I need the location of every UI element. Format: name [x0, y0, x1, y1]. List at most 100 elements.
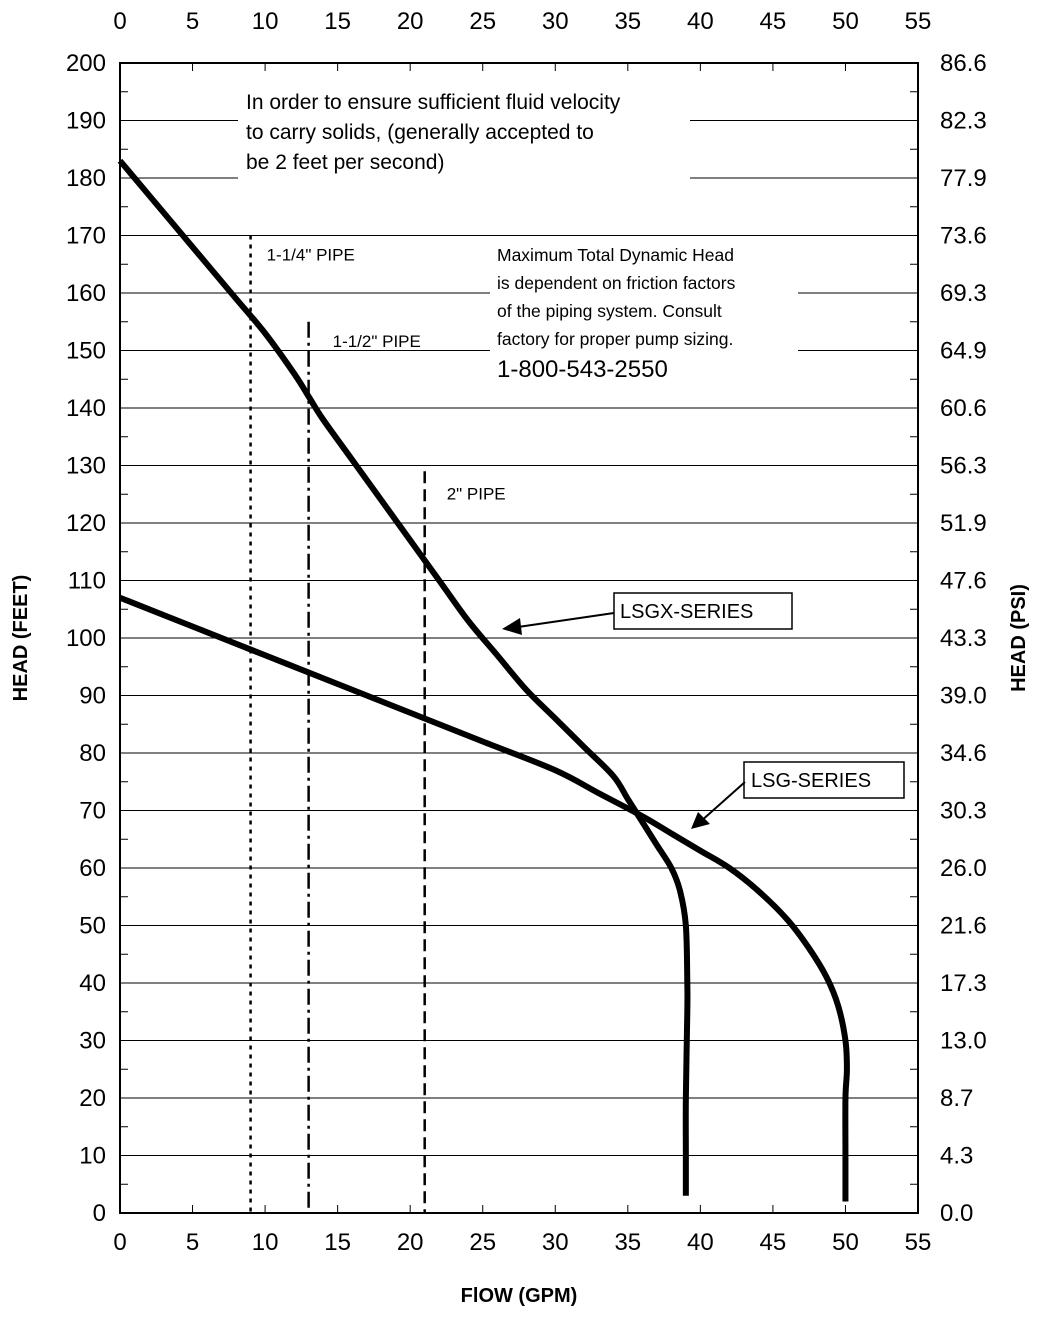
y2-tick-label: 17.3 — [940, 970, 987, 997]
y-tick-label: 50 — [79, 913, 106, 940]
x-tick-label-top: 50 — [832, 8, 859, 35]
y-tick-label: 110 — [68, 568, 106, 595]
y2-tick-label: 8.7 — [940, 1085, 973, 1112]
lsgx-series-arrow — [517, 612, 615, 628]
x-tick-label-top: 35 — [614, 8, 641, 35]
x-tick-label-bottom: 50 — [832, 1229, 859, 1256]
tdh-note-line-2: is dependent on friction factors — [497, 273, 736, 293]
phone-number: 1-800-543-2550 — [497, 356, 668, 383]
velocity-note-line-2: to carry solids, (generally accepted to — [246, 121, 594, 144]
y-tick-label: 90 — [79, 683, 106, 710]
y-tick-label: 20 — [79, 1085, 106, 1112]
lsg-series-arrow — [699, 781, 746, 823]
y2-tick-label: 86.6 — [940, 50, 987, 77]
tdh-note: Maximum Total Dynamic Head is dependent … — [497, 245, 740, 349]
y-tick-label: 170 — [66, 223, 106, 250]
y2-tick-label: 13.0 — [940, 1028, 987, 1055]
lsgx-series-label: LSGX-SERIES — [620, 601, 753, 623]
y-tick-label: 150 — [66, 338, 106, 365]
x-tick-label-bottom: 0 — [113, 1229, 126, 1256]
x-tick-label-bottom: 5 — [186, 1229, 199, 1256]
x-tick-label-bottom: 10 — [252, 1229, 279, 1256]
y-tick-label: 190 — [66, 108, 106, 135]
x-tick-label-bottom: 45 — [760, 1229, 787, 1256]
y2-tick-label: 30.3 — [940, 798, 987, 825]
x-tick-label-bottom: 55 — [905, 1229, 932, 1256]
series-line-1 — [118, 594, 850, 1202]
y-tick-label: 100 — [66, 625, 106, 652]
y2-tick-label: 0.0 — [940, 1200, 973, 1227]
x-tick-label-bottom: 20 — [397, 1229, 424, 1256]
x-tick-label-bottom: 15 — [324, 1229, 351, 1256]
y2-tick-label: 60.6 — [940, 395, 987, 422]
x-tick-label-top: 40 — [687, 8, 714, 35]
y-tick-label: 160 — [66, 280, 106, 307]
tick-labels: 0055101015152020252530303535404045455050… — [66, 8, 987, 1256]
lsg-series-label-box — [743, 761, 905, 799]
y-tick-label: 40 — [79, 970, 106, 997]
y2-tick-label: 43.3 — [940, 625, 987, 652]
series-line-0 — [117, 158, 691, 1196]
plot-area-frame — [119, 62, 919, 1214]
y-tick-label: 10 — [79, 1143, 106, 1170]
x-tick-label-top: 25 — [469, 8, 496, 35]
velocity-note-line-1: In order to ensure sufficient fluid velo… — [246, 91, 621, 114]
pump-curves — [117, 158, 850, 1202]
x-tick-label-top: 45 — [760, 8, 787, 35]
lsgx-series-arrowhead — [502, 618, 522, 635]
velocity-note-background — [238, 86, 690, 186]
x-tick-label-bottom: 30 — [542, 1229, 569, 1256]
y2-tick-label: 47.6 — [940, 568, 987, 595]
y2-tick-label: 69.3 — [940, 280, 987, 307]
pipe-lines: 1-1/4" PIPE 1-1/2" PIPE 2" PIPE — [249, 235, 506, 1213]
y2-tick-label: 4.3 — [940, 1143, 973, 1170]
x-tick-label-top: 20 — [397, 8, 424, 35]
x-tick-label-top: 15 — [324, 8, 351, 35]
y-tick-label: 140 — [66, 395, 106, 422]
x-tick-label-top: 30 — [542, 8, 569, 35]
y2-tick-label: 21.6 — [940, 913, 987, 940]
pipe-label-2: 2" PIPE — [447, 484, 506, 503]
lsg-series-arrowhead — [691, 812, 710, 829]
velocity-note: In order to ensure sufficient fluid velo… — [246, 91, 626, 174]
y-tick-label: 180 — [66, 165, 106, 192]
velocity-note-line-3: be 2 feet per second) — [246, 151, 444, 174]
y-tick-label: 80 — [79, 740, 106, 767]
x-tick-label-top: 55 — [905, 8, 932, 35]
x-tick-label-bottom: 25 — [469, 1229, 496, 1256]
lsgx-series-label-box — [613, 592, 793, 630]
pipe-label-0: 1-1/4" PIPE — [267, 246, 355, 265]
y-tick-label: 200 — [66, 50, 106, 77]
grid-lines — [120, 62, 918, 1214]
tdh-note-background — [490, 240, 798, 386]
y2-tick-label: 73.6 — [940, 223, 987, 250]
tdh-note-line-4: factory for proper pump sizing. — [497, 329, 733, 349]
series-callouts: LSGX-SERIES LSG-SERIES — [502, 592, 905, 829]
y-tick-label: 0 — [93, 1200, 106, 1227]
y2-tick-label: 77.9 — [940, 165, 987, 192]
y-tick-label: 130 — [66, 453, 106, 480]
y2-axis-title: HEAD (PSI) — [1008, 584, 1030, 692]
x-tick-label-top: 0 — [113, 8, 126, 35]
x-axis-title: FlOW (GPM) — [461, 1285, 578, 1307]
lsg-series-label: LSG-SERIES — [751, 770, 871, 792]
y2-tick-label: 26.0 — [940, 855, 987, 882]
y-axis-title: HEAD (FEET) — [10, 575, 32, 702]
pipe-label-1: 1-1/2" PIPE — [333, 332, 421, 351]
y-tick-label: 70 — [79, 798, 106, 825]
x-tick-label-top: 5 — [186, 8, 199, 35]
x-tick-label-top: 10 — [252, 8, 279, 35]
y2-tick-label: 39.0 — [940, 683, 987, 710]
y-tick-label: 120 — [66, 510, 106, 537]
y2-tick-label: 51.9 — [940, 510, 987, 537]
x-tick-label-bottom: 35 — [614, 1229, 641, 1256]
y2-tick-label: 64.9 — [940, 338, 987, 365]
tdh-note-line-3: of the piping system. Consult — [497, 301, 722, 321]
x-tick-label-bottom: 40 — [687, 1229, 714, 1256]
y2-tick-label: 82.3 — [940, 108, 987, 135]
tdh-note-line-1: Maximum Total Dynamic Head — [497, 245, 734, 265]
y2-tick-label: 34.6 — [940, 740, 987, 767]
y-tick-label: 30 — [79, 1028, 106, 1055]
y2-tick-label: 56.3 — [940, 453, 987, 480]
